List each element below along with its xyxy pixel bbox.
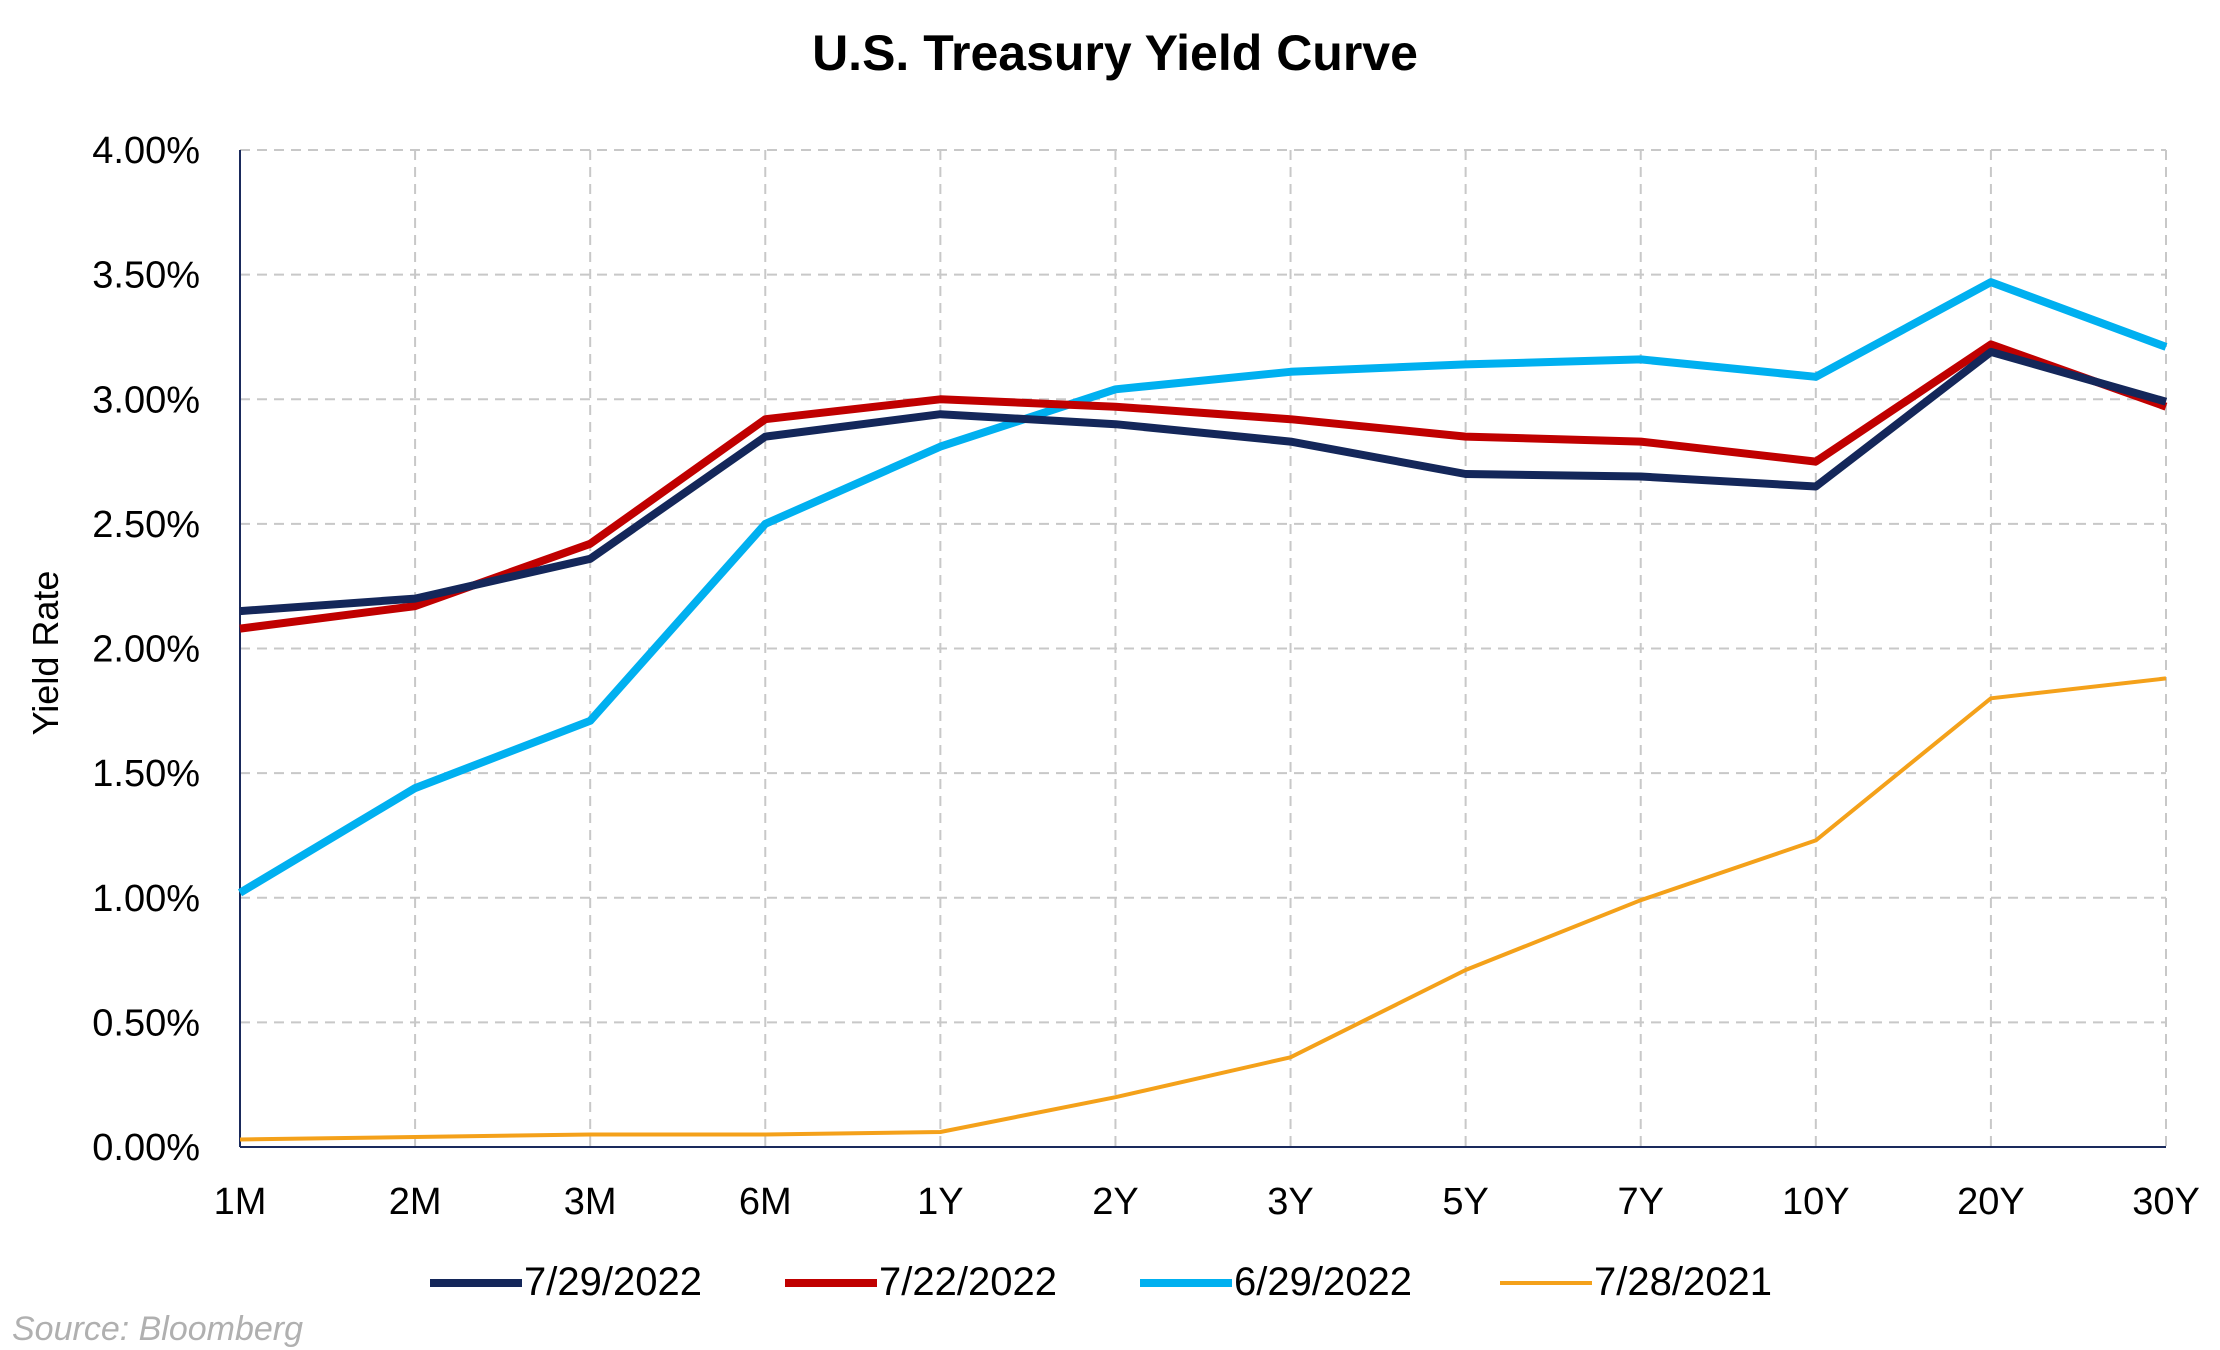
legend-label: 7/28/2021 [1594, 1260, 1772, 1304]
x-tick-label: 3Y [1267, 1181, 1313, 1223]
y-tick-label: 0.00% [92, 1127, 200, 1169]
y-tick-label: 3.50% [92, 255, 200, 297]
source-note: Source: Bloomberg [12, 1310, 303, 1348]
x-tick-label: 30Y [2132, 1181, 2200, 1223]
x-tick-label: 10Y [1782, 1181, 1850, 1223]
series-lines [237, 278, 2168, 1142]
x-tick-label: 1M [214, 1181, 267, 1223]
y-tick-label: 2.00% [92, 629, 200, 671]
legend: 7/29/2022 7/22/2022 6/29/2022 7/28/2021 [430, 1260, 1772, 1304]
y-tick-label: 0.50% [92, 1002, 200, 1044]
y-tick-label: 1.50% [92, 753, 200, 795]
chart-title: U.S. Treasury Yield Curve [812, 25, 1418, 81]
legend-item: 7/29/2022 [430, 1260, 702, 1304]
legend-label: 7/29/2022 [524, 1260, 702, 1304]
legend-item: 7/22/2022 [785, 1260, 1057, 1304]
x-tick-label: 2M [389, 1181, 442, 1223]
x-tick-label: 6M [739, 1181, 792, 1223]
x-axis-tick-labels: 1M 2M 3M 6M 1Y 2Y 3Y 5Y 7Y 10Y 20Y 30Y [214, 1181, 2200, 1223]
series-line-7-28-2021 [239, 676, 2167, 1142]
series-line-6-29-2022 [237, 278, 2168, 897]
legend-label: 6/29/2022 [1234, 1260, 1412, 1304]
grid-lines [240, 149, 2167, 1147]
legend-item: 6/29/2022 [1140, 1260, 1412, 1304]
y-tick-label: 1.00% [92, 878, 200, 920]
y-tick-label: 3.00% [92, 379, 200, 421]
x-tick-label: 20Y [1957, 1181, 2025, 1223]
x-tick-label: 3M [564, 1181, 617, 1223]
x-tick-label: 7Y [1617, 1181, 1663, 1223]
y-tick-label: 2.50% [92, 504, 200, 546]
axes [239, 150, 2166, 1148]
legend-item: 7/28/2021 [1500, 1260, 1772, 1304]
y-tick-label: 4.00% [92, 130, 200, 172]
x-tick-label: 1Y [917, 1181, 963, 1223]
x-tick-label: 2Y [1092, 1181, 1138, 1223]
y-axis-label: Yield Rate [25, 571, 66, 736]
x-tick-label: 5Y [1442, 1181, 1488, 1223]
series-line-7-29-2022 [239, 347, 2168, 616]
series-line-7-22-2022 [239, 340, 2168, 633]
y-axis-tick-labels: 0.00% 0.50% 1.00% 1.50% 2.00% 2.50% 3.00% 3.50%… [92, 130, 200, 1169]
legend-label: 7/22/2022 [879, 1260, 1057, 1304]
